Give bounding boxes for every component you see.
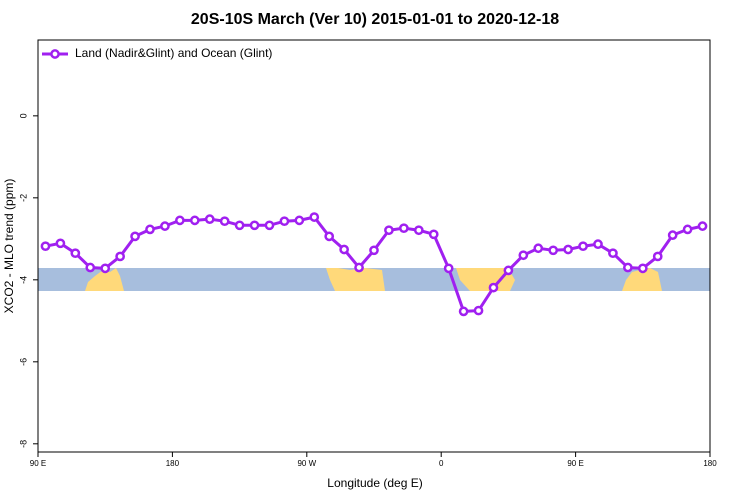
- data-point: [384, 225, 394, 236]
- chart-title: 20S-10S March (Ver 10) 2015-01-01 to 202…: [191, 11, 559, 28]
- series-line: [45, 215, 703, 313]
- data-point: [458, 306, 469, 317]
- data-point: [100, 263, 111, 274]
- y-tick-label: -6: [18, 358, 28, 366]
- land-shapes: [85, 268, 662, 291]
- data-point: [189, 215, 200, 226]
- legend-marker: [50, 49, 60, 59]
- data-point: [428, 229, 439, 240]
- data-point: [294, 215, 305, 226]
- data-point: [70, 248, 81, 259]
- data-point: [399, 223, 409, 234]
- y-tick-label: -8: [18, 440, 28, 448]
- data-point: [608, 248, 618, 259]
- data-point: [115, 251, 125, 262]
- x-tick-label: 90 E: [567, 459, 583, 468]
- x-tick-label: 90 W: [297, 459, 316, 468]
- data-point: [548, 245, 559, 256]
- data-point: [175, 215, 185, 226]
- data-point: [130, 231, 140, 242]
- y-tick-label: 0: [18, 113, 28, 118]
- y-tick-label: -4: [18, 276, 28, 284]
- data-point: [413, 225, 424, 236]
- data-point: [637, 263, 648, 274]
- data-point: [249, 220, 260, 231]
- data-point: [55, 238, 66, 249]
- y-tick-label: -2: [18, 194, 28, 202]
- data-point: [682, 224, 693, 235]
- data-point: [40, 241, 51, 252]
- data-point: [578, 241, 588, 252]
- data-point: [234, 220, 245, 231]
- data-point: [369, 245, 379, 256]
- data-point: [667, 230, 678, 240]
- data-point: [204, 214, 215, 224]
- x-tick-label: 180: [703, 459, 717, 468]
- x-axis-label: Longitude (deg E): [327, 476, 422, 490]
- data-point: [593, 239, 603, 250]
- data-point: [279, 216, 290, 227]
- plot-frame: [37, 39, 711, 453]
- x-tick-label: 0: [439, 459, 444, 468]
- data-point: [264, 220, 275, 231]
- data-point: [697, 221, 708, 231]
- legend-label: Land (Nadir&Glint) and Ocean (Glint): [75, 46, 272, 60]
- data-point: [652, 251, 663, 262]
- data-point: [443, 263, 454, 274]
- x-tick-label: 180: [166, 459, 180, 468]
- data-point: [339, 244, 349, 255]
- x-tick-label: 90 E: [30, 459, 46, 468]
- data-point: [488, 282, 499, 293]
- data-point: [623, 262, 633, 273]
- data-point: [85, 262, 96, 273]
- data-point: [324, 231, 335, 242]
- data-point: [354, 262, 364, 273]
- data-point: [160, 221, 170, 231]
- data-point: [563, 244, 573, 255]
- y-axis-label: XCO2 - MLO trend (ppm): [2, 179, 16, 314]
- data-point: [503, 265, 514, 276]
- data-point: [145, 224, 155, 235]
- data-point: [473, 305, 484, 316]
- data-point: [309, 212, 320, 222]
- data-point: [533, 243, 544, 254]
- data-point: [219, 216, 230, 227]
- data-point: [518, 250, 529, 261]
